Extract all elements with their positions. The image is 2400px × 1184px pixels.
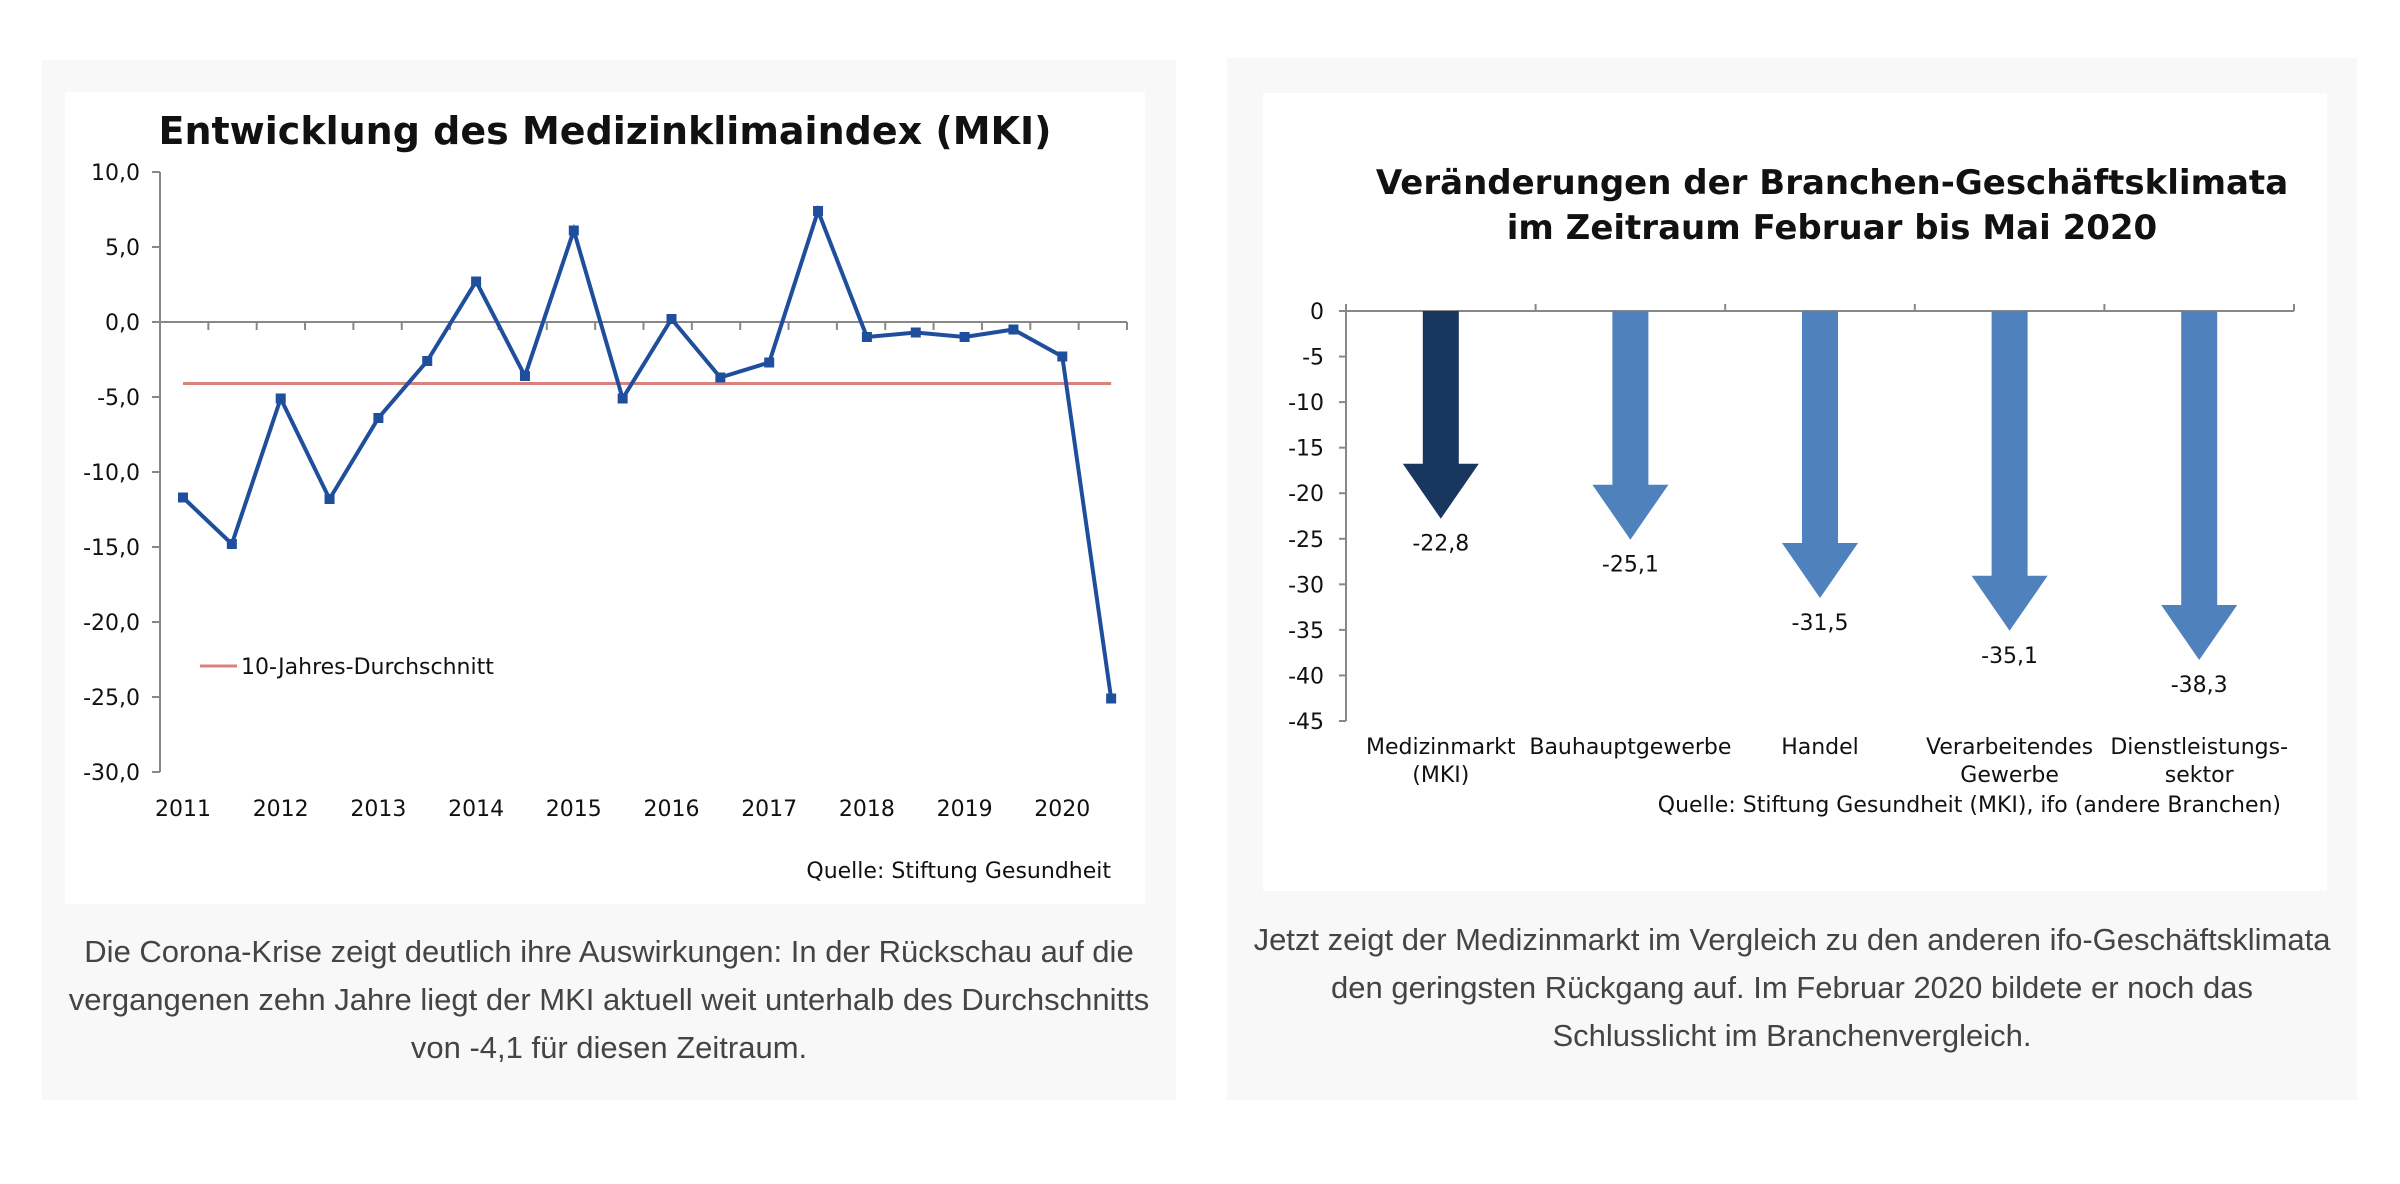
branch-category-label: Verarbeitendes — [1926, 735, 2093, 760]
right-caption: Jetzt zeigt der Medizinmarkt im Vergleic… — [1253, 922, 2331, 1053]
mki-y-tick-label: -20,0 — [83, 611, 140, 636]
branch-category-label: Medizinmarkt — [1366, 735, 1516, 760]
mki-x-tick-label: 2013 — [350, 797, 406, 822]
mki-data-point — [422, 356, 433, 366]
mki-data-point — [1008, 324, 1019, 335]
mki-data-point — [471, 276, 482, 287]
mki-y-tick-label: -25,0 — [83, 686, 140, 711]
mki-y-tick-label: 0,0 — [105, 311, 140, 336]
mki-data-point — [373, 413, 384, 423]
mki-y-tick-label: -10,0 — [83, 461, 140, 486]
branch-y-tick-label: -10 — [1288, 391, 1324, 416]
branch-chart-card: Veränderungen der Branchen-Geschäftsklim… — [1263, 93, 2327, 891]
mki-data-point — [861, 332, 872, 342]
branch-category-label: Dienstleistungs- — [2110, 735, 2288, 760]
branch-category-label: Bauhauptgewerbe — [1529, 735, 1731, 760]
left-caption: Die Corona-Krise zeigt deutlich ihre Aus… — [68, 934, 1150, 1065]
mki-chart-title: Entwicklung des Medizinklimaindex (MKI) — [159, 109, 1052, 153]
branch-y-tick-label: -15 — [1288, 437, 1324, 462]
branch-y-tick-label: -5 — [1302, 346, 1324, 371]
mki-data-point — [519, 371, 530, 381]
mki-data-point — [324, 494, 335, 504]
mki-x-tick-label: 2016 — [644, 797, 700, 822]
branch-y-tick-label: -45 — [1288, 710, 1324, 735]
branch-value-label: -22,8 — [1412, 532, 1469, 557]
branch-y-tick-label: 0 — [1310, 300, 1324, 325]
left-panel: Entwicklung des Medizinklimaindex (MKI) … — [42, 60, 1176, 1100]
branch-value-label: -35,1 — [1981, 644, 2038, 669]
mki-y-tick-label: -15,0 — [83, 536, 140, 561]
mki-x-tick-label: 2011 — [155, 797, 211, 822]
branch-arrow-bar — [2161, 311, 2238, 660]
branch-arrow-bar — [1592, 311, 1669, 540]
mki-y-tick-label: -30,0 — [83, 761, 140, 786]
mki-x-tick-label: 2020 — [1034, 797, 1090, 822]
mki-x-tick-label: 2015 — [546, 797, 602, 822]
branch-y-tick-label: -20 — [1288, 482, 1324, 507]
mki-y-tick-label: 10,0 — [91, 161, 140, 186]
branch-arrow-bar — [1971, 311, 2048, 631]
mki-data-point — [178, 492, 188, 503]
right-panel: Veränderungen der Branchen-Geschäftsklim… — [1227, 58, 2357, 1100]
mki-data-point — [715, 372, 726, 383]
mki-x-tick-label: 2012 — [253, 797, 309, 822]
mki-x-tick-label: 2017 — [741, 797, 797, 822]
legend-label: 10-Jahres-Durchschnitt — [241, 655, 494, 680]
mki-data-point — [568, 225, 579, 236]
mki-y-tick-label: 5,0 — [105, 236, 140, 261]
branch-y-tick-label: -30 — [1288, 573, 1324, 598]
mki-line-chart: Entwicklung des Medizinklimaindex (MKI) … — [83, 109, 1128, 884]
mki-chart-card: Entwicklung des Medizinklimaindex (MKI) … — [65, 92, 1145, 904]
mki-data-point — [1106, 693, 1117, 704]
mki-data-point — [910, 327, 921, 338]
branch-category-label: sektor — [2165, 763, 2235, 788]
branch-y-tick-label: -40 — [1288, 664, 1324, 689]
mki-data-point — [813, 206, 824, 216]
mki-x-tick-label: 2014 — [448, 797, 504, 822]
branch-value-label: -31,5 — [1792, 611, 1849, 636]
branch-chart-title-line-2: im Zeitraum Februar bis Mai 2020 — [1507, 208, 2157, 248]
branch-arrow-bar — [1782, 311, 1858, 598]
mki-data-point — [226, 539, 237, 549]
mki-y-tick-label: -5,0 — [97, 386, 140, 411]
branch-chart-title-line-1: Veränderungen der Branchen-Geschäftsklim… — [1376, 163, 2288, 203]
branch-value-label: -38,3 — [2171, 673, 2228, 698]
branch-y-tick-label: -25 — [1288, 528, 1324, 553]
mki-data-point — [666, 314, 677, 324]
branch-source: Quelle: Stiftung Gesundheit (MKI), ifo (… — [1658, 793, 2281, 818]
branch-y-tick-label: -35 — [1288, 619, 1324, 644]
branch-value-label: -25,1 — [1602, 553, 1659, 578]
mki-data-point — [1057, 351, 1068, 362]
mki-data-point — [959, 332, 970, 342]
branch-category-label: Gewerbe — [1960, 763, 2059, 788]
mki-x-tick-label: 2018 — [839, 797, 895, 822]
mki-x-tick-label: 2019 — [937, 797, 993, 822]
mki-series-line — [181, 205, 1114, 699]
mki-data-point — [764, 357, 775, 368]
mki-data-point — [617, 393, 628, 404]
branch-category-label: (MKI) — [1412, 763, 1469, 788]
mki-source: Quelle: Stiftung Gesundheit — [806, 859, 1111, 884]
mki-legend: 10-Jahres-Durchschnitt — [200, 655, 494, 680]
branch-arrow-bar — [1402, 311, 1479, 519]
mki-data-point — [275, 393, 286, 404]
branch-category-label: Handel — [1781, 735, 1859, 760]
branch-arrow-chart: Veränderungen der Branchen-Geschäftsklim… — [1288, 163, 2295, 818]
